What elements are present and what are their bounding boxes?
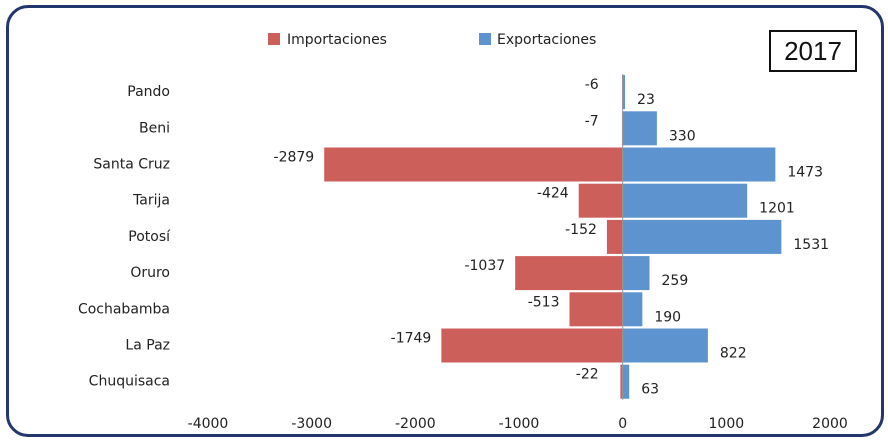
legend-swatch-exportaciones (479, 33, 491, 45)
year-badge-label: 2017 (784, 35, 842, 66)
data-label-importaciones: -424 (537, 186, 569, 202)
bar-exportaciones (622, 183, 748, 218)
data-label-exportaciones: 822 (720, 346, 747, 362)
data-label-exportaciones: 23 (637, 92, 655, 108)
bar-importaciones (324, 147, 623, 182)
data-label-importaciones: -152 (565, 222, 597, 238)
bar-importaciones (569, 292, 623, 327)
category-label: Cochabamba (78, 301, 170, 317)
data-label-importaciones: -2879 (274, 150, 315, 166)
data-label-exportaciones: 190 (654, 309, 681, 325)
category-label: La Paz (125, 338, 170, 354)
bar-exportaciones (622, 219, 782, 254)
legend-label-exportaciones: Exportaciones (497, 32, 596, 48)
data-label-exportaciones: 63 (641, 382, 659, 398)
data-label-exportaciones: 330 (669, 128, 696, 144)
x-tick-label: -3000 (291, 416, 332, 432)
bar-importaciones (606, 219, 623, 254)
data-label-importaciones: -1037 (464, 258, 505, 274)
legend-label-importaciones: Importaciones (287, 32, 387, 48)
data-label-exportaciones: 1473 (787, 165, 823, 181)
bar-exportaciones (622, 147, 776, 182)
x-tick-label: 0 (618, 416, 627, 432)
bar-exportaciones (622, 111, 657, 146)
bar-exportaciones (622, 364, 630, 399)
bar-exportaciones (622, 292, 643, 327)
data-label-importaciones: -6 (585, 77, 599, 93)
category-label: Chuquisaca (89, 374, 170, 390)
bar-importaciones (578, 183, 623, 218)
year-badge: 2017 (769, 30, 857, 72)
bar-importaciones (441, 328, 623, 363)
legend-swatch-importaciones (268, 33, 280, 45)
bar-exportaciones (622, 75, 626, 110)
data-label-exportaciones: 259 (662, 273, 689, 289)
bar-importaciones (515, 256, 623, 291)
bar-importaciones (620, 364, 623, 399)
category-label: Oruro (130, 265, 170, 281)
category-label: Beni (139, 120, 170, 136)
category-label: Santa Cruz (93, 157, 170, 173)
data-label-importaciones: -513 (528, 294, 560, 310)
category-label: Tarija (132, 193, 170, 209)
category-label: Pando (127, 84, 170, 100)
bar-exportaciones (622, 256, 650, 291)
data-label-importaciones: -1749 (391, 331, 432, 347)
data-label-importaciones: -7 (585, 113, 599, 129)
data-label-exportaciones: 1201 (759, 201, 795, 217)
x-tick-label: -1000 (499, 416, 540, 432)
x-tick-label: 1000 (709, 416, 745, 432)
data-label-importaciones: -22 (576, 367, 599, 383)
category-label: Potosí (128, 229, 171, 245)
bar-exportaciones (622, 328, 708, 363)
x-tick-label: 2000 (812, 416, 848, 432)
data-label-exportaciones: 1531 (793, 237, 829, 253)
x-tick-label: -4000 (188, 416, 229, 432)
x-tick-label: -2000 (395, 416, 436, 432)
